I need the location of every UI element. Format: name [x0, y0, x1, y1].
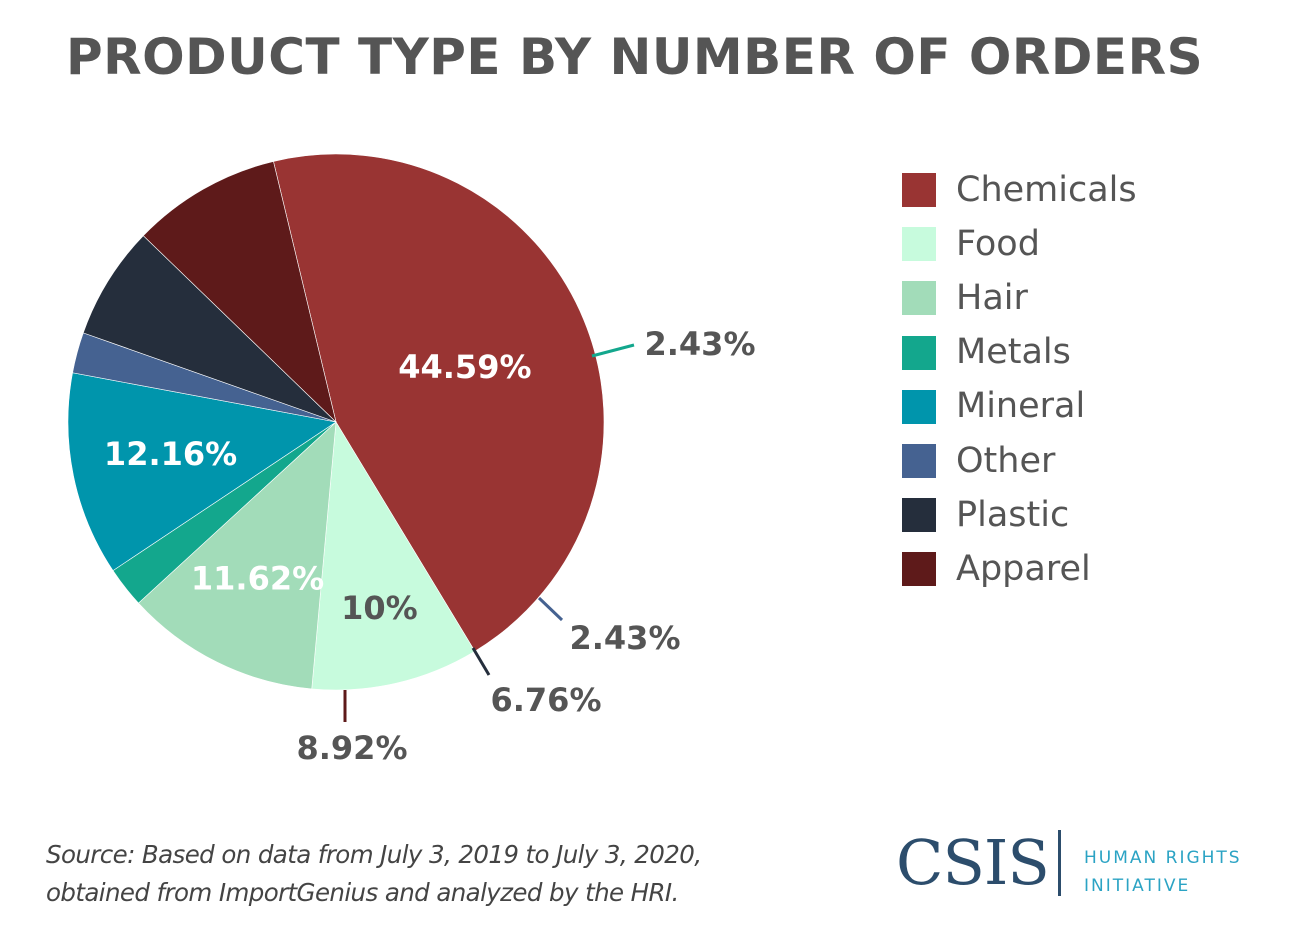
legend-label-metals: Metals	[956, 332, 1071, 373]
legend-item-plastic: Plastic	[902, 488, 1137, 542]
legend-swatch-plastic	[902, 498, 936, 533]
legend-swatch-apparel	[902, 552, 936, 587]
initiative-line-1: HUMAN RIGHTS	[1084, 848, 1242, 868]
pie-slice-food	[311, 421, 476, 691]
pie-slice-chemicals	[273, 153, 605, 652]
legend-swatch-other	[902, 444, 936, 479]
legend-item-apparel: Apparel	[902, 542, 1137, 596]
data-label-chemicals: 44.59%	[398, 348, 531, 386]
leader-line-other	[537, 596, 564, 622]
data-label-hair: 11.62%	[191, 560, 324, 598]
data-label-apparel: 8.92%	[296, 729, 407, 767]
data-label-other: 2.43%	[569, 619, 680, 657]
legend-swatch-mineral	[902, 389, 936, 424]
chart-title: PRODUCT TYPE BY NUMBER OF ORDERS	[66, 28, 1204, 86]
initiative-line-2: INITIATIVE	[1084, 876, 1191, 896]
pie-slice-plastic	[82, 235, 337, 423]
pie-slices	[67, 153, 605, 691]
logo-divider	[1058, 830, 1061, 896]
legend-label-chemicals: Chemicals	[956, 169, 1137, 210]
legend-item-metals: Metals	[902, 326, 1137, 380]
legend-swatch-metals	[902, 335, 936, 370]
legend-swatch-chemicals	[902, 173, 936, 208]
source-line-1: Source: Based on data from July 3, 2019 …	[46, 840, 702, 869]
pie-slice-hair	[138, 421, 337, 690]
legend-label-apparel: Apparel	[956, 548, 1091, 589]
csis-hri-logo: CSIS HUMAN RIGHTS INITIATIVE	[896, 826, 1276, 900]
legend-label-plastic: Plastic	[956, 494, 1070, 535]
data-label-plastic: 6.76%	[490, 681, 601, 719]
legend: Chemicals Food Hair Metals Mineral Other Plast…	[902, 163, 1137, 597]
csis-logo-text: CSIS	[896, 826, 1050, 899]
pie-slice-apparel	[142, 161, 337, 423]
pie-labels: 44.59% 10% 11.62% 2.43% 12.16% 2.43% 6.76% 8.92…	[104, 325, 756, 767]
legend-item-chemicals: Chemicals	[902, 163, 1137, 217]
leader-line-plastic	[471, 647, 491, 676]
data-label-mineral: 12.16%	[104, 435, 237, 473]
legend-item-mineral: Mineral	[902, 380, 1137, 434]
legend-label-other: Other	[956, 440, 1056, 481]
legend-label-food: Food	[956, 223, 1040, 264]
legend-label-mineral: Mineral	[956, 386, 1086, 427]
legend-swatch-food	[902, 227, 936, 262]
source-note: Source: Based on data from July 3, 2019 …	[46, 836, 806, 912]
pie-slice-mineral	[67, 372, 337, 572]
source-line-2: obtained from ImportGenius and analyzed …	[46, 878, 679, 907]
legend-item-hair: Hair	[902, 271, 1137, 325]
leader-line-metals	[591, 343, 635, 358]
initiative-name: HUMAN RIGHTS INITIATIVE	[1084, 844, 1242, 900]
legend-label-hair: Hair	[956, 277, 1028, 318]
data-label-metals: 2.43%	[644, 325, 755, 363]
legend-swatch-hair	[902, 281, 936, 316]
legend-item-food: Food	[902, 217, 1137, 271]
legend-item-other: Other	[902, 434, 1137, 488]
data-label-food: 10%	[341, 589, 418, 627]
